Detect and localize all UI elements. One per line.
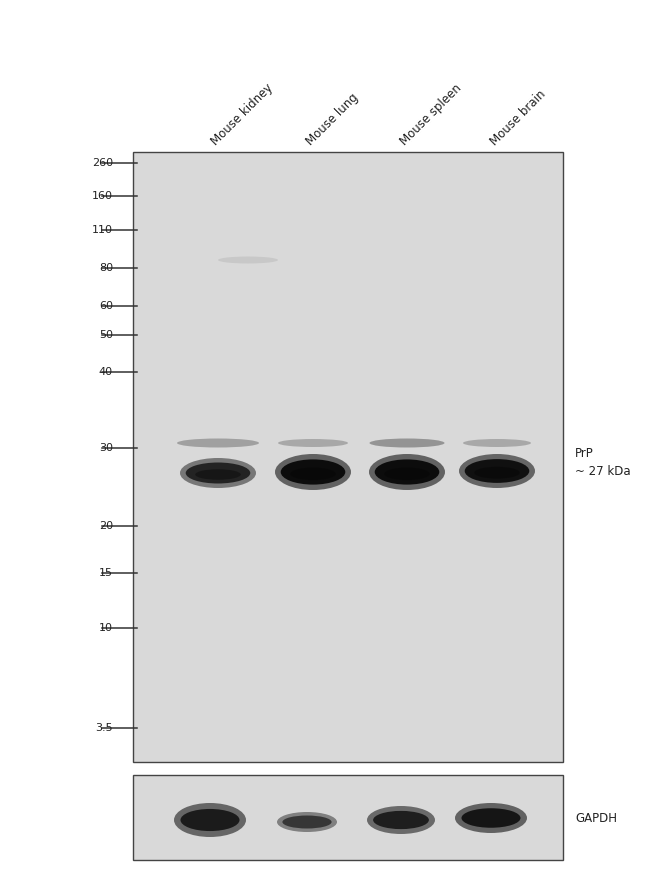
Ellipse shape xyxy=(463,439,531,447)
Text: GAPDH: GAPDH xyxy=(575,812,617,825)
Ellipse shape xyxy=(218,256,278,264)
Text: 60: 60 xyxy=(99,301,113,311)
Text: 40: 40 xyxy=(99,367,113,377)
Ellipse shape xyxy=(186,463,250,483)
Ellipse shape xyxy=(181,809,239,831)
Ellipse shape xyxy=(277,812,337,832)
Ellipse shape xyxy=(290,468,336,480)
Text: Mouse kidney: Mouse kidney xyxy=(209,81,276,148)
Ellipse shape xyxy=(384,468,430,480)
Ellipse shape xyxy=(278,439,348,447)
Text: 260: 260 xyxy=(92,158,113,168)
Text: 50: 50 xyxy=(99,330,113,340)
Text: 10: 10 xyxy=(99,623,113,633)
Ellipse shape xyxy=(367,806,435,834)
FancyBboxPatch shape xyxy=(133,152,563,762)
FancyBboxPatch shape xyxy=(133,775,563,860)
Ellipse shape xyxy=(282,815,332,828)
Ellipse shape xyxy=(374,459,439,484)
Text: 3.5: 3.5 xyxy=(96,723,113,733)
Ellipse shape xyxy=(369,438,445,448)
Ellipse shape xyxy=(474,467,520,479)
Ellipse shape xyxy=(177,438,259,448)
Text: Mouse lung: Mouse lung xyxy=(304,91,361,148)
Ellipse shape xyxy=(369,454,445,490)
Text: 15: 15 xyxy=(99,568,113,578)
Ellipse shape xyxy=(180,458,256,488)
Ellipse shape xyxy=(465,459,529,483)
Text: PrP
~ 27 kDa: PrP ~ 27 kDa xyxy=(575,447,630,477)
Ellipse shape xyxy=(373,811,429,829)
Ellipse shape xyxy=(455,803,527,833)
Text: 20: 20 xyxy=(99,521,113,531)
Ellipse shape xyxy=(281,459,345,484)
Ellipse shape xyxy=(462,808,521,827)
Text: 80: 80 xyxy=(99,263,113,273)
Text: 30: 30 xyxy=(99,443,113,453)
Ellipse shape xyxy=(459,454,535,488)
Text: 160: 160 xyxy=(92,191,113,201)
Ellipse shape xyxy=(174,803,246,837)
Text: Mouse brain: Mouse brain xyxy=(488,88,548,148)
Ellipse shape xyxy=(275,454,351,490)
Text: 110: 110 xyxy=(92,225,113,235)
Text: Mouse spleen: Mouse spleen xyxy=(398,82,464,148)
Ellipse shape xyxy=(195,469,240,480)
